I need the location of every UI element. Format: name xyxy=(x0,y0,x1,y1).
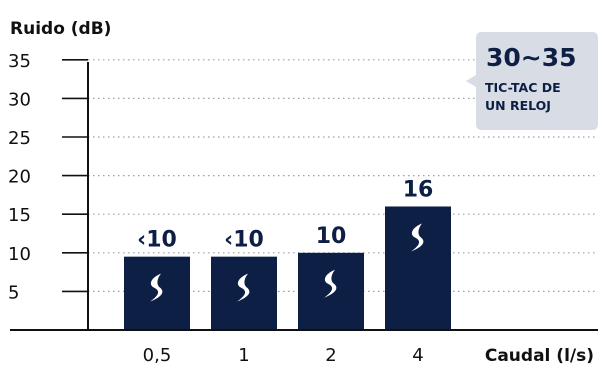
y-tick-label: 10 xyxy=(8,244,31,265)
y-tick-label: 35 xyxy=(8,51,31,72)
callout-line-2: UN RELOJ xyxy=(485,98,551,113)
bar xyxy=(298,252,364,330)
x-tick-label: 0,5 xyxy=(143,345,172,366)
callout-box xyxy=(466,32,598,130)
bar xyxy=(211,256,277,330)
data-label: 16 xyxy=(403,177,434,202)
swoosh-logo-icon xyxy=(150,273,163,302)
x-tick-label: 2 xyxy=(325,345,336,366)
bars xyxy=(124,206,451,330)
y-axis-title: Ruido (dB) xyxy=(10,19,111,39)
data-label: ‹10 xyxy=(224,228,264,253)
x-axis-title: Caudal (l/s) xyxy=(485,346,594,366)
x-tick-label: 4 xyxy=(412,345,423,366)
callout-line-1: TIC-TAC DE xyxy=(485,80,561,95)
callout-value: 30~35 xyxy=(486,43,577,72)
gridlines xyxy=(88,59,598,292)
swoosh-logo-icon xyxy=(411,223,424,252)
y-tick-label: 30 xyxy=(8,89,31,110)
swoosh-logo-icon xyxy=(324,269,337,298)
x-axis-tick-labels: 0,5 1 2 4 xyxy=(143,345,424,366)
y-tick-label: 5 xyxy=(8,282,19,303)
x-tick-label: 1 xyxy=(238,345,249,366)
y-tick-label: 20 xyxy=(8,167,31,188)
data-label: 10 xyxy=(316,224,347,249)
data-labels: ‹10 ‹10 10 16 xyxy=(137,177,433,252)
y-axis-ticks: 5 10 15 20 25 30 35 xyxy=(8,51,88,303)
y-tick-label: 25 xyxy=(8,128,31,149)
bar xyxy=(385,206,451,330)
data-label: ‹10 xyxy=(137,228,177,253)
reference-callout: 30~35 TIC-TAC DE UN RELOJ xyxy=(466,32,598,130)
y-tick-label: 15 xyxy=(8,205,31,226)
bar xyxy=(124,256,190,330)
swoosh-logo-icon xyxy=(237,273,250,302)
